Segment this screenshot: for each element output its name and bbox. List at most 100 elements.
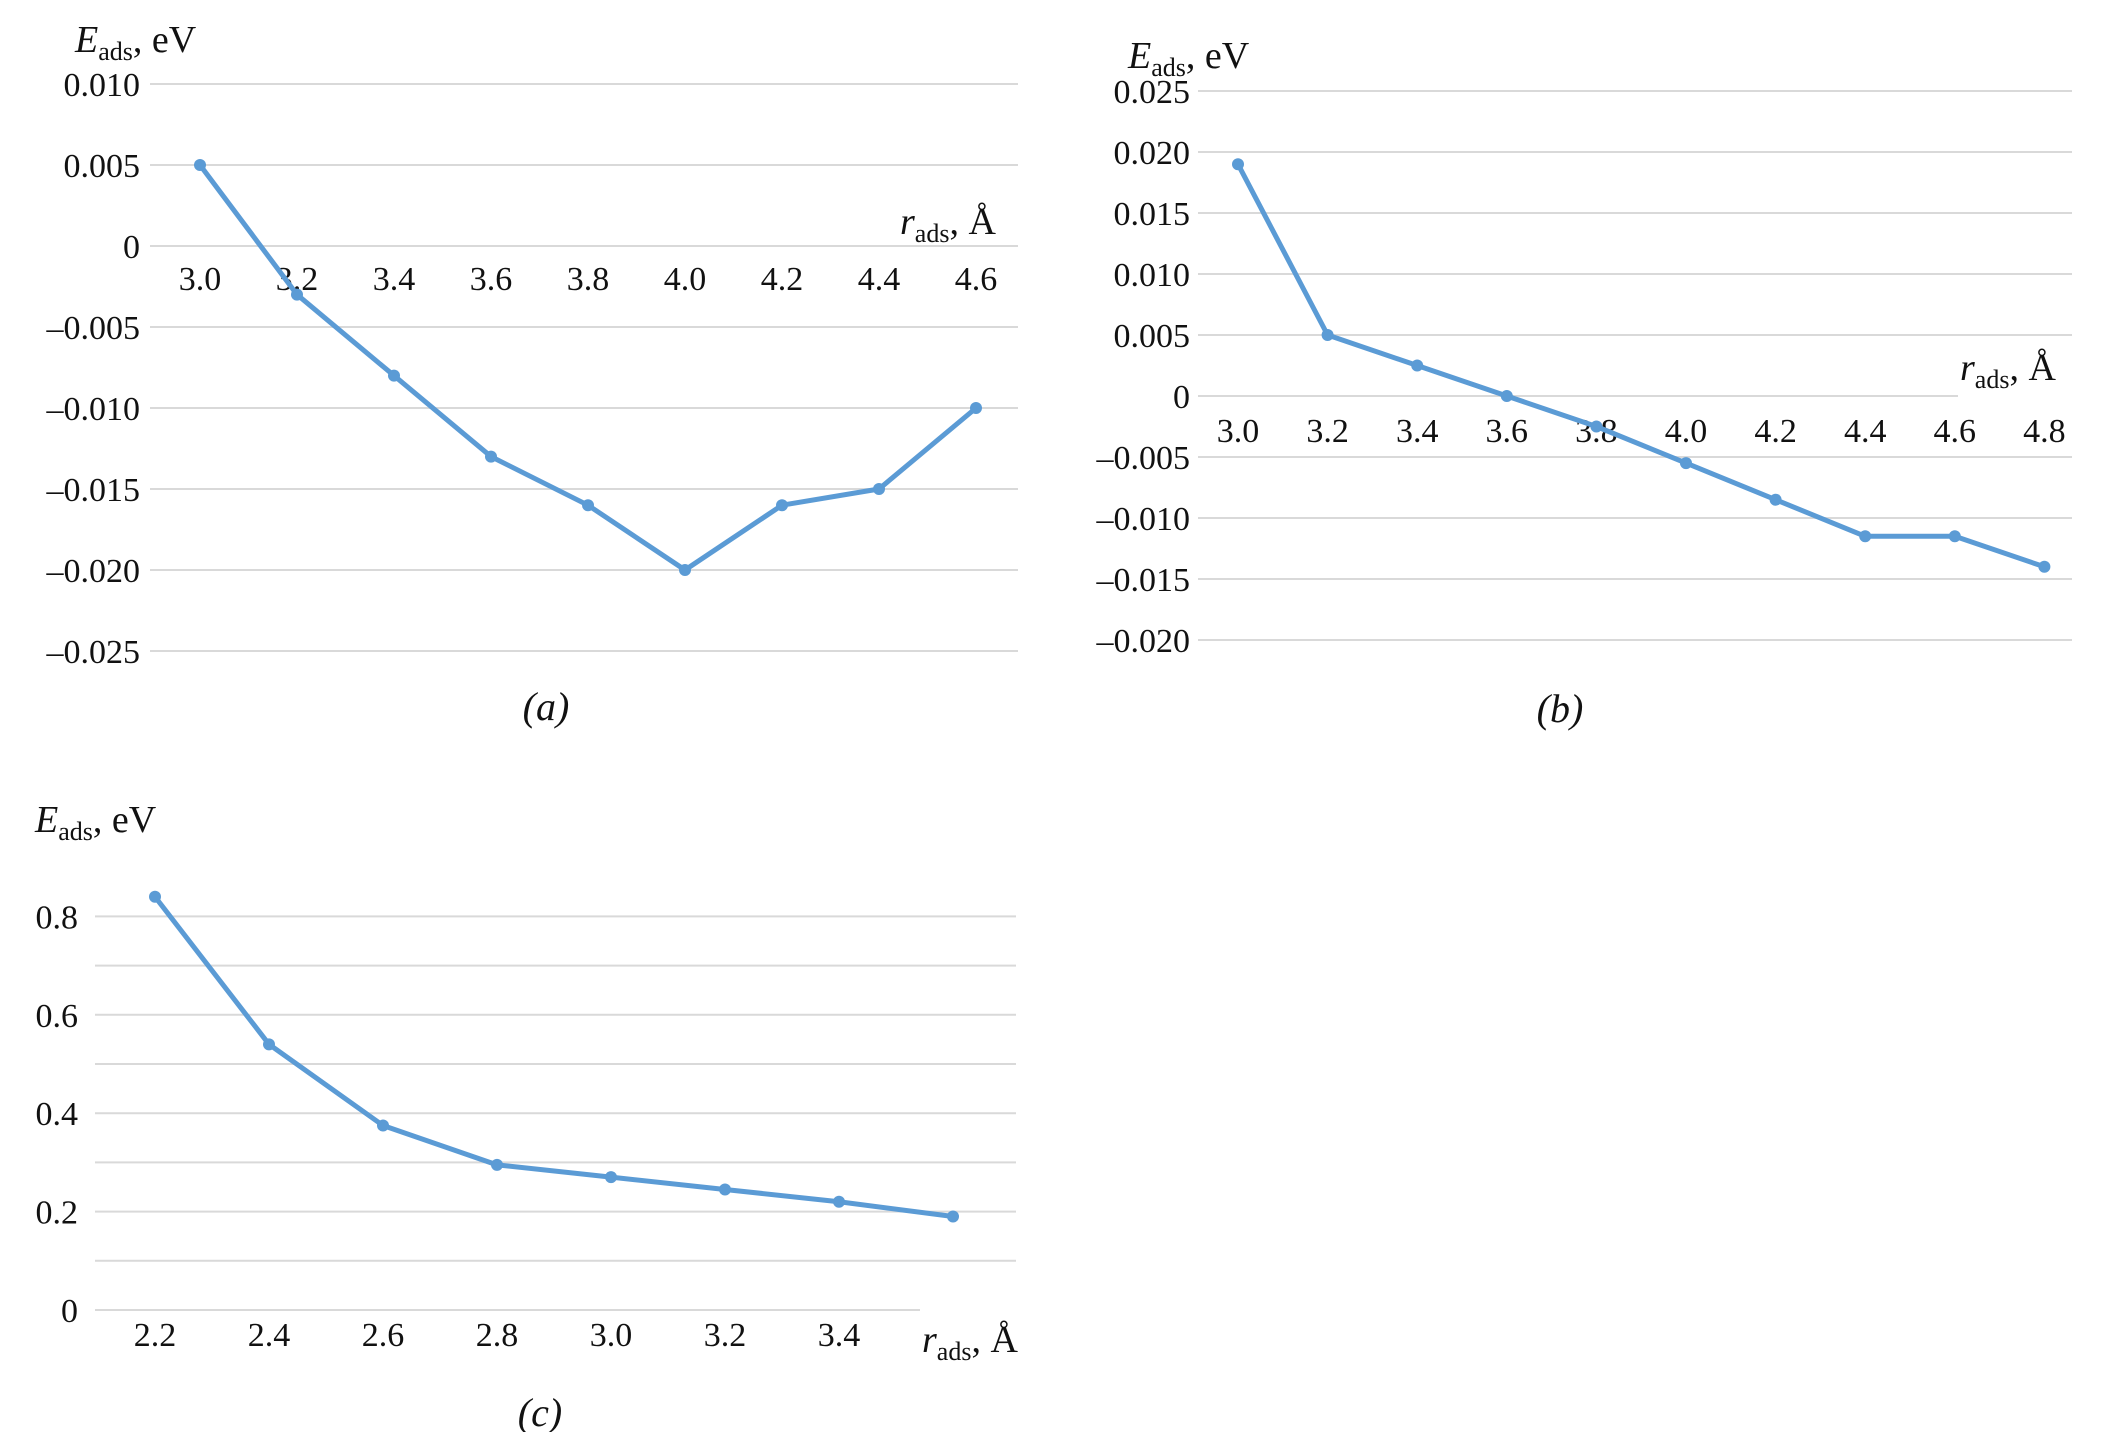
y-tick-label: 0.010: [1114, 257, 1191, 294]
x-axis-label-unit: , Å: [2009, 347, 2056, 389]
data-point: [1321, 329, 1334, 341]
x-tick-label: 3.4: [373, 261, 416, 298]
x-tick-label: 4.8: [2023, 413, 2066, 450]
x-axis-label-symbol: r: [1960, 347, 1975, 389]
data-point: [2038, 560, 2051, 573]
x-axis-label-subscript: ads: [915, 219, 950, 248]
y-tick-label: 0: [123, 229, 140, 266]
y-tick-label: –0.020: [1096, 623, 1191, 660]
y-tick-label: 0: [61, 1293, 78, 1330]
x-tick-label: 2.4: [248, 1317, 291, 1354]
y-tick-label: –0.010: [46, 391, 141, 428]
x-tick-label: 3.0: [179, 261, 222, 298]
series-line: [1235, 163, 2046, 570]
data-point: [194, 159, 206, 171]
y-tick-label: –0.005: [1096, 440, 1191, 477]
y-tick-label: 0.015: [1114, 196, 1191, 233]
data-point: [149, 890, 161, 903]
y-axis-label-subscript: ads: [58, 817, 93, 846]
x-tick-label: 3.2: [1306, 413, 1349, 450]
data-point: [776, 499, 788, 512]
y-tick-label: 0.025: [1114, 74, 1191, 111]
y-tick-label: 0.005: [64, 148, 141, 185]
x-tick-label: 2.8: [476, 1317, 519, 1354]
x-axis-label-symbol: r: [900, 201, 915, 243]
data-point: [1411, 359, 1424, 372]
y-tick-label: 0.020: [1114, 135, 1191, 172]
data-point: [1948, 530, 1961, 543]
data-point: [291, 288, 303, 301]
x-axis-label-subscript: ads: [1975, 365, 2010, 394]
panel-caption: (a): [523, 684, 570, 729]
data-point: [1232, 158, 1244, 171]
y-tick-label: –0.020: [46, 553, 141, 590]
chart-panel-a: 0.010 0.005 0 –0.005 –0.010 –0.015 –0.020 –0.02…: [46, 19, 1018, 729]
x-tick-label: 3.0: [1217, 413, 1260, 450]
x-axis-label: rads, Å: [900, 201, 996, 248]
data-point: [605, 1171, 617, 1184]
x-tick-label: 3.6: [470, 261, 513, 298]
x-axis-label: rads, Å: [1960, 347, 2056, 394]
x-tick-label: 4.6: [1934, 413, 1977, 450]
data-point: [873, 483, 885, 495]
y-tick-label: –0.005: [46, 310, 141, 347]
y-tick-label: 0.2: [36, 1195, 79, 1232]
x-tick-label: 3.2: [704, 1317, 747, 1354]
x-axis-label: rads, Å: [922, 1319, 1018, 1366]
y-tick-label: 0.005: [1114, 318, 1191, 355]
data-point: [1859, 530, 1872, 543]
x-tick-label: 3.4: [818, 1317, 861, 1354]
y-axis-label: Eads, eV: [74, 19, 197, 66]
data-point: [970, 402, 982, 414]
x-tick-label: 4.6: [955, 261, 998, 298]
y-tick-label: 0.8: [36, 899, 79, 936]
data-point: [582, 499, 594, 512]
data-point: [491, 1158, 503, 1171]
x-tick-label: 4.4: [858, 261, 901, 298]
y-axis-label: Eads, eV: [1127, 35, 1250, 82]
y-tick-label: –0.025: [46, 634, 141, 671]
y-tick-label: 0.010: [64, 67, 141, 104]
data-point: [719, 1183, 731, 1196]
y-tick-label: 0.6: [36, 998, 79, 1035]
x-tick-label: 4.2: [761, 261, 804, 298]
data-point: [1590, 420, 1603, 433]
x-tick-label: 2.2: [134, 1317, 177, 1354]
y-axis-label-symbol: E: [1127, 35, 1151, 77]
data-point: [388, 369, 400, 382]
x-tick-label: 4.0: [1665, 413, 1708, 450]
x-axis-label-subscript: ads: [937, 1337, 972, 1366]
x-tick-label: 3.8: [567, 261, 610, 298]
y-axis-label-unit: , eV: [93, 799, 157, 841]
data-point: [679, 564, 691, 576]
chart-panel-b: 0.025 0.020 0.015 0.010 0.005 0 –0.005 –0.010 –0…: [1096, 35, 2072, 731]
chart-panel-c: 0.8 0.6 0.4 0.2 0 2.2 2.4 2.6 2.8 3.0 3.2 3.4 Eads, …: [34, 799, 1018, 1432]
y-tick-label: 0.4: [36, 1096, 79, 1133]
x-tick-label: 4.0: [664, 261, 707, 298]
y-tick-label: –0.015: [1096, 562, 1191, 599]
y-axis-label-unit: , eV: [1186, 35, 1250, 77]
data-point: [947, 1210, 959, 1223]
x-tick-label: 2.6: [362, 1317, 405, 1354]
y-axis-label: Eads, eV: [34, 799, 157, 846]
x-axis-label-symbol: r: [922, 1319, 937, 1361]
y-axis-label-symbol: E: [74, 19, 98, 61]
x-tick-label: 3.4: [1396, 413, 1439, 450]
x-tick-label: 4.2: [1754, 413, 1797, 450]
y-axis-label-unit: , eV: [133, 19, 197, 61]
data-point: [1500, 390, 1513, 402]
y-tick-label: –0.010: [1096, 501, 1191, 538]
y-tick-label: 0: [1173, 379, 1190, 416]
x-axis-label-unit: , Å: [949, 201, 996, 243]
x-tick-label: 3.0: [590, 1317, 633, 1354]
x-tick-label: 3.6: [1486, 413, 1529, 450]
data-point: [1769, 493, 1782, 506]
series-line: [153, 895, 954, 1219]
panel-caption: (c): [518, 1390, 562, 1432]
data-point: [485, 450, 497, 463]
panel-caption: (b): [1537, 686, 1584, 731]
data-point: [833, 1195, 845, 1208]
y-axis-label-subscript: ads: [98, 37, 133, 66]
x-tick-label: 4.4: [1844, 413, 1887, 450]
